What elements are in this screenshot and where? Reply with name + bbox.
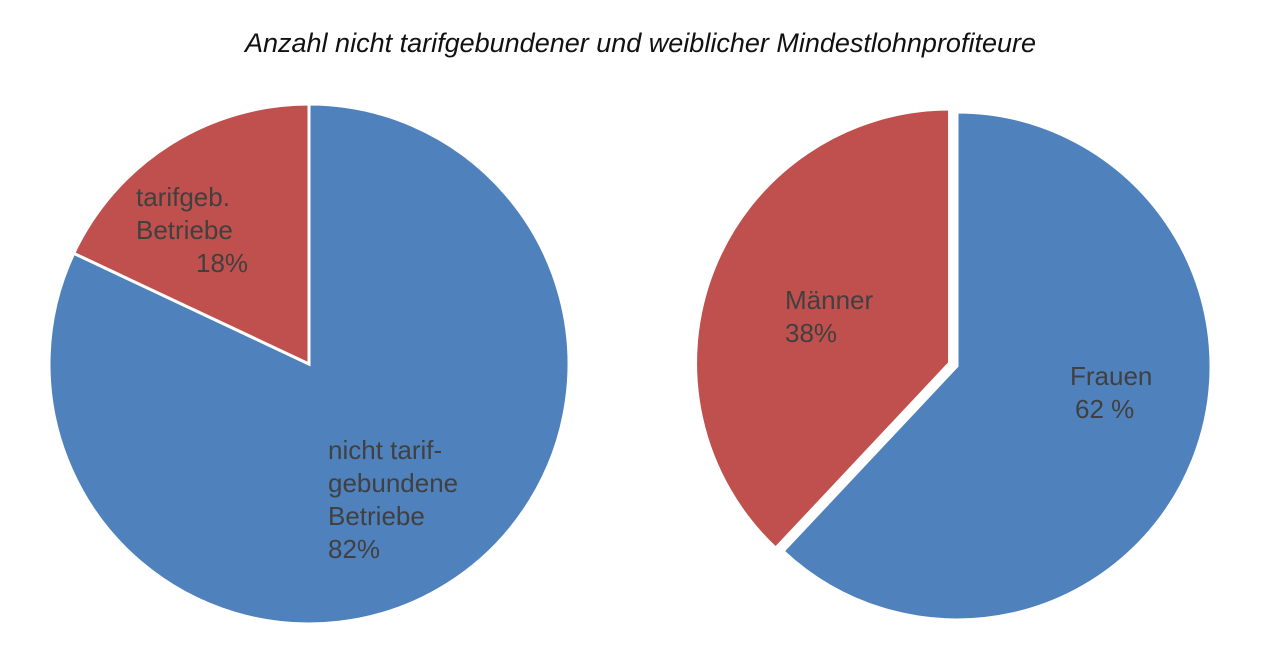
pie-slice-tarifgebunden bbox=[71, 102, 311, 367]
slice-label-nicht-tarifgebunden: nicht tarif-gebundene Betriebe 82% bbox=[328, 435, 458, 564]
slice-label-maenner: Männer 38% bbox=[785, 285, 873, 348]
pie-chart-1: nicht tarif-gebundene Betriebe 82% tarifgeb… bbox=[47, 102, 571, 626]
slice-label-frauen: Frauen 62 % bbox=[1070, 361, 1152, 424]
pie-slice-frauen bbox=[781, 110, 1213, 622]
slice-label-tarifgebunden: tarifgeb. Betriebe 18% bbox=[136, 182, 248, 278]
chart-title: Anzahl nicht tarifgebundener und weiblic… bbox=[245, 28, 1036, 58]
pie-slice-maenner bbox=[694, 107, 952, 551]
pie-chart-2: Frauen 62 % Männer 38% bbox=[694, 107, 1213, 622]
